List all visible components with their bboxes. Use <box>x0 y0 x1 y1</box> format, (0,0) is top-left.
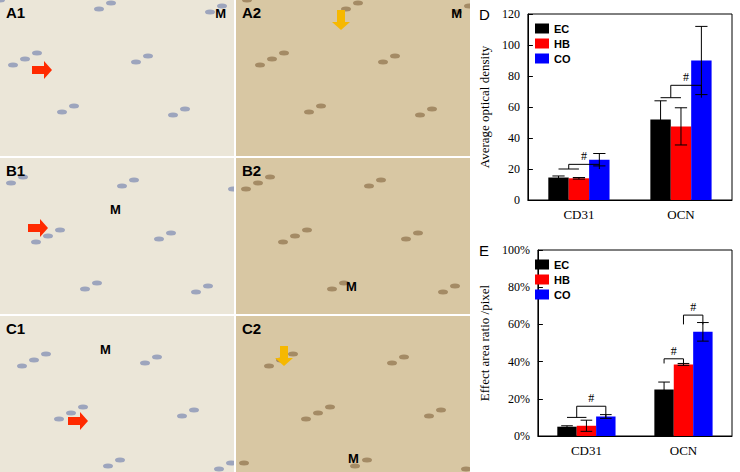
svg-text:HB: HB <box>554 274 570 286</box>
html-text:M: M <box>346 279 357 294</box>
svg-text:40: 40 <box>508 131 520 145</box>
svg-text:CO: CO <box>554 53 571 65</box>
svg-text:120: 120 <box>502 7 520 21</box>
svg-text:OCN: OCN <box>670 443 698 458</box>
html-text:M: M <box>215 6 226 21</box>
svg-text:80: 80 <box>508 69 520 83</box>
svg-text:40%: 40% <box>508 355 530 369</box>
html-text:M: M <box>451 6 462 21</box>
svg-text:0: 0 <box>514 193 520 207</box>
svg-text:OCN: OCN <box>667 207 695 222</box>
html-text:B2: B2 <box>242 162 262 179</box>
svg-text:#: # <box>588 391 594 405</box>
svg-text:#: # <box>690 300 696 314</box>
svg-text:CD31: CD31 <box>571 443 602 458</box>
html-text:M: M <box>348 451 359 466</box>
html-text:A1: A1 <box>6 4 26 21</box>
svg-text:20: 20 <box>508 162 520 176</box>
html-text:C2: C2 <box>242 320 262 337</box>
svg-text:0%: 0% <box>514 429 530 443</box>
svg-text:#: # <box>683 70 689 84</box>
html-text:M: M <box>100 342 111 357</box>
svg-text:#: # <box>671 344 677 358</box>
svg-text:Average optical density: Average optical density <box>477 45 492 168</box>
svg-text:20%: 20% <box>508 392 530 406</box>
html-text:C1: C1 <box>6 320 26 337</box>
svg-text:EC: EC <box>554 23 569 35</box>
html-text:A2: A2 <box>242 4 262 21</box>
svg-text:#: # <box>581 149 587 163</box>
svg-text:100: 100 <box>502 38 520 52</box>
html-text:M: M <box>110 202 121 217</box>
svg-text:CD31: CD31 <box>563 207 594 222</box>
svg-text:80%: 80% <box>508 280 530 294</box>
svg-text:Effect area ratio /pixel: Effect area ratio /pixel <box>477 284 492 401</box>
svg-text:E: E <box>479 242 489 259</box>
svg-text:EC: EC <box>554 259 569 271</box>
svg-text:60: 60 <box>508 100 520 114</box>
svg-text:D: D <box>479 6 490 23</box>
svg-text:60%: 60% <box>508 317 530 331</box>
svg-text:HB: HB <box>554 38 570 50</box>
svg-text:100%: 100% <box>502 243 530 257</box>
svg-text:CO: CO <box>554 289 571 301</box>
html-text:B1: B1 <box>6 162 26 179</box>
